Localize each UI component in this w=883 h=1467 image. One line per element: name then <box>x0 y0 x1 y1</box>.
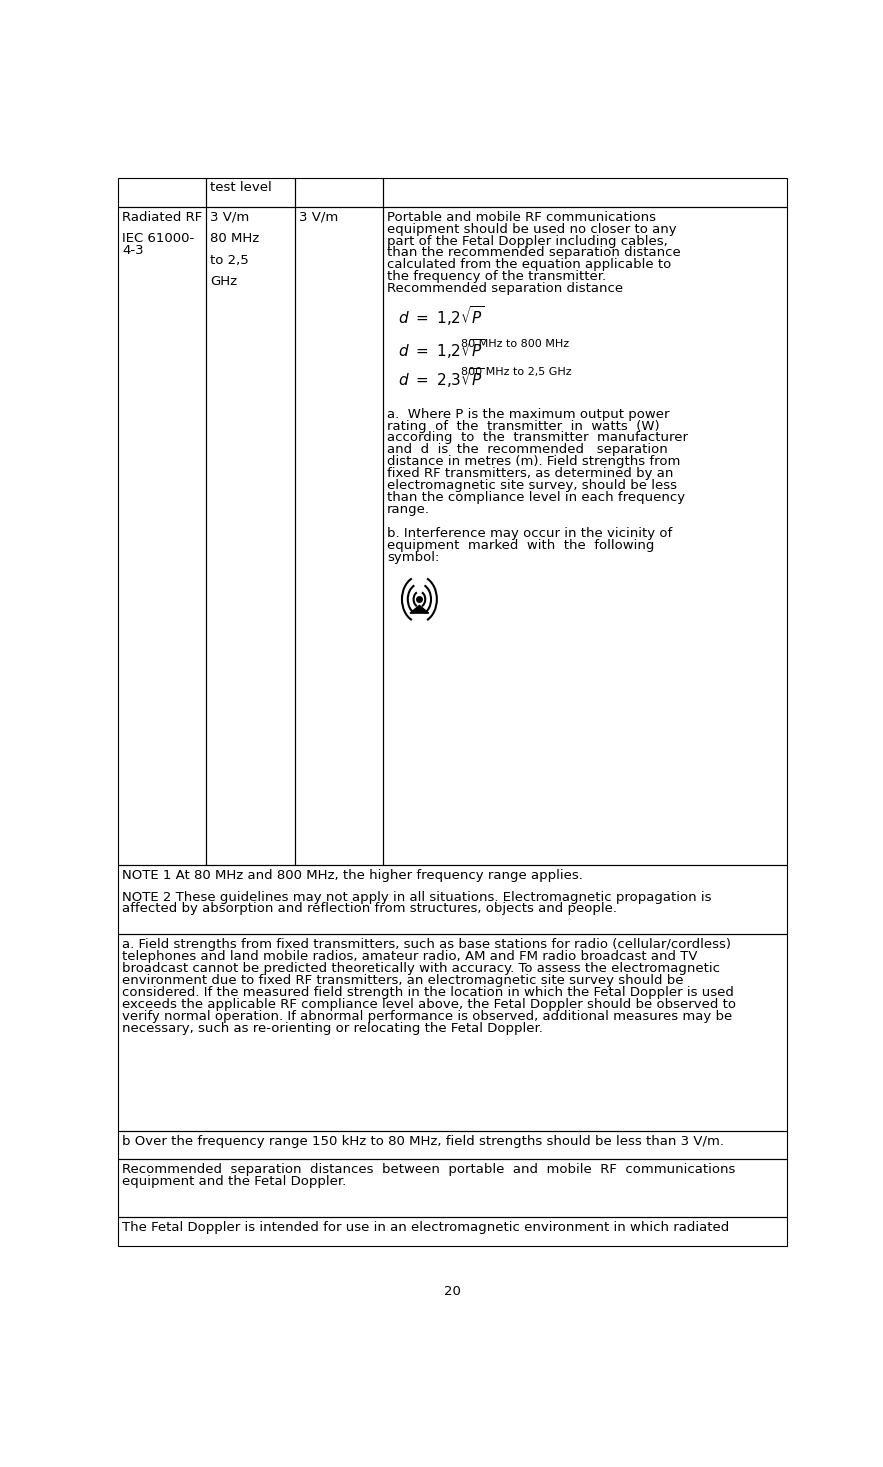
Text: fixed RF transmitters, as determined by an: fixed RF transmitters, as determined by … <box>387 468 673 480</box>
Text: Recommended separation distance: Recommended separation distance <box>387 282 623 295</box>
Bar <box>118 934 787 1131</box>
Text: 4-3: 4-3 <box>122 244 144 257</box>
Bar <box>118 207 207 866</box>
Text: NOTE 1 At 80 MHz and 800 MHz, the higher frequency range applies.: NOTE 1 At 80 MHz and 800 MHz, the higher… <box>122 868 583 882</box>
Bar <box>383 178 787 207</box>
Bar <box>118 1218 787 1245</box>
Text: The Fetal Doppler is intended for use in an electromagnetic environment in which: The Fetal Doppler is intended for use in… <box>122 1221 729 1234</box>
Text: verify normal operation. If abnormal performance is observed, additional measure: verify normal operation. If abnormal per… <box>122 1009 732 1022</box>
Text: environment due to fixed RF transmitters, an electromagnetic site survey should : environment due to fixed RF transmitters… <box>122 974 683 987</box>
Text: Recommended  separation  distances  between  portable  and  mobile  RF  communic: Recommended separation distances between… <box>122 1163 736 1177</box>
Text: than the recommended separation distance: than the recommended separation distance <box>387 246 681 260</box>
Bar <box>295 207 383 866</box>
Text: electromagnetic site survey, should be less: electromagnetic site survey, should be l… <box>387 480 677 493</box>
Text: than the compliance level in each frequency: than the compliance level in each freque… <box>387 491 685 505</box>
Text: 80 MHz: 80 MHz <box>210 232 260 245</box>
Bar <box>118 1159 787 1218</box>
Text: equipment  marked  with  the  following: equipment marked with the following <box>387 538 654 552</box>
Text: NOTE 2 These guidelines may not apply in all situations. Electromagnetic propaga: NOTE 2 These guidelines may not apply in… <box>122 890 712 904</box>
Text: calculated from the equation applicable to: calculated from the equation applicable … <box>387 258 671 271</box>
Text: and  d  is  the  recommended   separation: and d is the recommended separation <box>387 443 668 456</box>
Text: to 2,5: to 2,5 <box>210 254 249 267</box>
Text: Radiated RF: Radiated RF <box>122 211 202 223</box>
Text: equipment and the Fetal Doppler.: equipment and the Fetal Doppler. <box>122 1175 346 1188</box>
Text: 3 V/m: 3 V/m <box>210 211 250 223</box>
Text: according  to  the  transmitter  manufacturer: according to the transmitter manufacture… <box>387 431 688 445</box>
Bar <box>118 1131 787 1159</box>
Text: symbol:: symbol: <box>387 550 439 563</box>
Text: b Over the frequency range 150 kHz to 80 MHz, field strengths should be less tha: b Over the frequency range 150 kHz to 80… <box>122 1134 724 1147</box>
Text: telephones and land mobile radios, amateur radio, AM and FM radio broadcast and : telephones and land mobile radios, amate… <box>122 951 698 964</box>
Text: 80 MHz to 800 MHz: 80 MHz to 800 MHz <box>454 339 570 349</box>
Text: a.  Where P is the maximum output power: a. Where P is the maximum output power <box>387 408 669 421</box>
Text: rating  of  the  transmitter  in  watts  (W): rating of the transmitter in watts (W) <box>387 420 660 433</box>
Text: b. Interference may occur in the vicinity of: b. Interference may occur in the vicinit… <box>387 527 672 540</box>
Text: 3 V/m: 3 V/m <box>298 211 338 223</box>
Text: range.: range. <box>387 503 430 516</box>
Bar <box>118 178 207 207</box>
Text: broadcast cannot be predicted theoretically with accuracy. To assess the electro: broadcast cannot be predicted theoretica… <box>122 962 720 976</box>
Text: affected by absorption and reflection from structures, objects and people.: affected by absorption and reflection fr… <box>122 902 617 915</box>
Bar <box>383 207 787 866</box>
Text: $d\ =\ 1{,}2\sqrt{P}$: $d\ =\ 1{,}2\sqrt{P}$ <box>398 337 486 361</box>
Text: GHz: GHz <box>210 276 238 288</box>
Text: the frequency of the transmitter.: the frequency of the transmitter. <box>387 270 606 283</box>
Bar <box>207 207 295 866</box>
Text: $d\ =\ 1{,}2\sqrt{P}$: $d\ =\ 1{,}2\sqrt{P}$ <box>398 304 486 327</box>
Text: equipment should be used no closer to any: equipment should be used no closer to an… <box>387 223 676 236</box>
Text: a. Field strengths from fixed transmitters, such as base stations for radio (cel: a. Field strengths from fixed transmitte… <box>122 939 731 951</box>
Bar <box>207 178 295 207</box>
Text: 800 MHz to 2,5 GHz: 800 MHz to 2,5 GHz <box>454 367 572 377</box>
Text: 20: 20 <box>444 1285 461 1298</box>
Text: part of the Fetal Doppler including cables,: part of the Fetal Doppler including cabl… <box>387 235 668 248</box>
Text: exceeds the applicable RF compliance level above, the Fetal Doppler should be ob: exceeds the applicable RF compliance lev… <box>122 998 736 1011</box>
Text: IEC 61000-: IEC 61000- <box>122 232 194 245</box>
Text: $d\ =\ 2{,}3\sqrt{P}$: $d\ =\ 2{,}3\sqrt{P}$ <box>398 365 486 390</box>
Text: considered. If the measured field strength in the location in which the Fetal Do: considered. If the measured field streng… <box>122 986 734 999</box>
Text: necessary, such as re-orienting or relocating the Fetal Doppler.: necessary, such as re-orienting or reloc… <box>122 1022 543 1034</box>
Text: test level: test level <box>210 182 272 195</box>
Text: distance in metres (m). Field strengths from: distance in metres (m). Field strengths … <box>387 455 680 468</box>
Bar <box>295 178 383 207</box>
Text: Portable and mobile RF communications: Portable and mobile RF communications <box>387 211 656 223</box>
Bar <box>118 866 787 934</box>
Polygon shape <box>410 606 429 613</box>
